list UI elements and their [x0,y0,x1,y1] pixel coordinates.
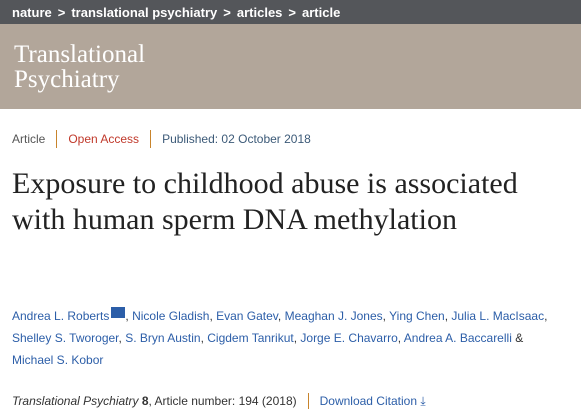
journal-logo-line2: Psychiatry [14,66,120,93]
breadcrumb: nature > translational psychiatry > articl… [0,0,581,24]
journal-logo[interactable]: Translational Psychiatry [14,42,145,92]
citation-volume: 8 [141,394,149,408]
breadcrumb-articles[interactable]: articles [236,4,283,20]
author-link[interactable]: Andrea A. Baccarelli [403,331,512,345]
journal-banner: Translational Psychiatry [0,24,581,109]
author-list: Andrea L. Roberts, Nicole Gladish, Evan … [12,307,548,367]
journal-logo-line1: Translational [14,41,146,68]
article-meta: Article Open Access Published: 02 Octobe… [12,130,311,148]
breadcrumb-sep: > [57,4,66,20]
breadcrumb-nature[interactable]: nature [12,4,52,20]
citation-text: Translational Psychiatry 8, Article numb… [12,394,297,408]
citation-journal: Translational Psychiatry [12,394,139,408]
published-date: Published: 02 October 2018 [162,132,311,146]
author-link[interactable]: Cigdem Tanrikut [207,331,294,345]
author-link[interactable]: Shelley S. Tworoger [12,331,119,345]
citation-line: Translational Psychiatry 8, Article numb… [12,393,426,409]
author-link[interactable]: Ying Chen [389,309,445,323]
meta-divider [150,130,152,148]
breadcrumb-translational-psychiatry[interactable]: translational psychiatry [71,4,218,20]
author-link[interactable]: Meaghan J. Jones [284,309,383,323]
author-and: & [515,331,524,345]
author-link[interactable]: Michael S. Kobor [12,353,104,367]
download-citation-link[interactable]: Download Citation ⤓ [320,394,426,409]
breadcrumb-sep: > [223,4,231,20]
download-citation-label: Download Citation [319,393,417,408]
author-link[interactable]: Evan Gatev [216,309,278,323]
meta-divider [56,130,58,148]
email-icon[interactable] [111,307,126,318]
citation-divider [307,393,309,409]
author-link[interactable]: Julia L. MacIsaac [451,309,545,323]
breadcrumb-sep: > [288,4,297,20]
author-link[interactable]: Andrea L. Roberts [12,309,110,323]
citation-rest: , Article number: 194 (2018) [148,394,297,408]
open-access-label: Open Access [68,132,140,146]
breadcrumb-article: article [302,4,341,20]
article-title: Exposure to childhood abuse is associate… [12,167,518,236]
author-link[interactable]: Jorge E. Chavarro [300,331,398,345]
author-link[interactable]: S. Bryn Austin [125,331,201,345]
article-type: Article [12,132,46,146]
author-link[interactable]: Nicole Gladish [132,309,210,323]
download-icon: ⤓ [420,393,426,408]
